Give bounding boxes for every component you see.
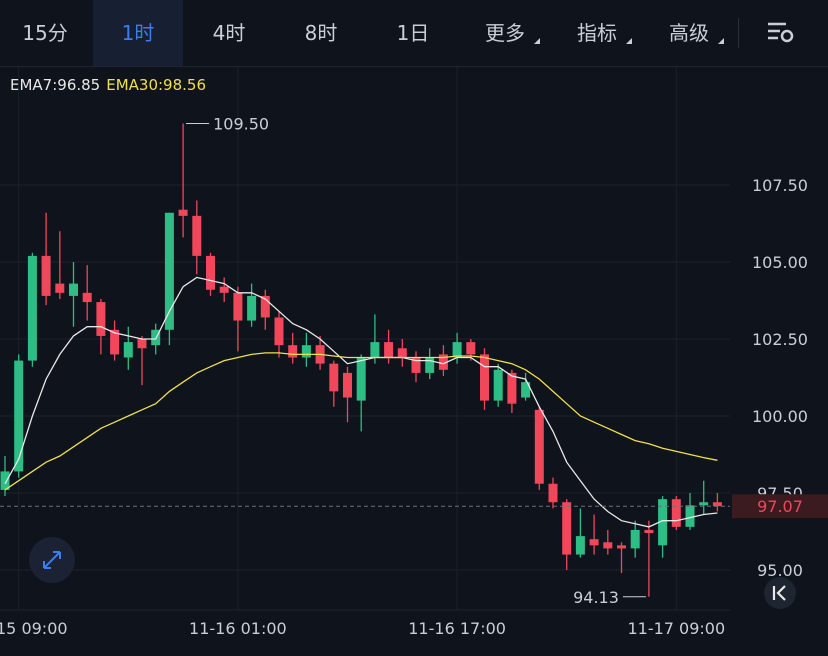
candle-body xyxy=(69,283,78,296)
candle-body xyxy=(575,536,585,555)
candle-body xyxy=(329,363,339,392)
candle-body xyxy=(425,357,435,373)
ema-legend: EMA7:96.85 EMA30:98.56 xyxy=(10,76,212,94)
candle-body xyxy=(192,215,202,256)
dropdown-caret xyxy=(626,38,632,44)
candle-body xyxy=(82,292,92,303)
x-tick-label: 11-16 17:00 xyxy=(408,619,506,638)
scroll-icon xyxy=(772,585,786,601)
timeframe-tab[interactable]: 高级 xyxy=(644,0,734,66)
y-tick-label: 95.00 xyxy=(757,561,803,580)
candle-body xyxy=(630,529,640,549)
candle-body xyxy=(562,502,572,555)
timeframe-tab[interactable]: 1日 xyxy=(368,0,458,66)
candle-body xyxy=(343,372,352,398)
candle-body xyxy=(507,372,517,404)
scroll-end-button[interactable] xyxy=(764,577,796,609)
candle-body xyxy=(288,345,298,358)
candle-body xyxy=(151,329,161,346)
x-tick-label: 11-15 09:00 xyxy=(0,619,68,638)
y-tick-label: 105.00 xyxy=(752,253,808,272)
candle-body xyxy=(41,255,51,296)
tab-label: 15分 xyxy=(22,21,68,45)
candle-body xyxy=(671,499,681,527)
candle-body xyxy=(548,483,558,503)
x-tick-label: 11-17 09:00 xyxy=(627,619,725,638)
candle-body xyxy=(644,529,654,534)
candle-body xyxy=(206,255,215,290)
candle-body xyxy=(438,354,448,370)
y-tick-label: 107.50 xyxy=(752,176,808,195)
candle-body xyxy=(219,286,229,293)
candle-body xyxy=(370,342,380,358)
candle-body xyxy=(0,471,10,490)
tab-bar: 15分 1时 4时 8时 1日 更多 指标 高级 xyxy=(0,0,828,67)
candle-body xyxy=(411,357,421,373)
candle-body xyxy=(466,342,476,355)
min-label: 94.13 xyxy=(573,588,619,607)
candle-body xyxy=(603,542,613,549)
y-tick-label: 102.50 xyxy=(752,330,808,349)
expand-button[interactable] xyxy=(29,537,75,583)
tab-label: 1时 xyxy=(121,21,155,45)
scroll-bg xyxy=(764,577,796,609)
timeframe-tab[interactable]: 1时 xyxy=(93,0,183,66)
candle-body xyxy=(96,302,106,336)
legend-entry: EMA30:98.56 xyxy=(106,76,206,94)
legend-entry: EMA7:96.85 xyxy=(10,76,101,94)
candle-body xyxy=(397,348,407,358)
ema-line xyxy=(4,276,718,528)
candle-body xyxy=(493,369,503,401)
candle-body xyxy=(247,295,257,321)
dropdown-caret xyxy=(718,38,724,44)
tab-label: 指标 xyxy=(577,21,617,45)
timeframe-tab[interactable]: 15分 xyxy=(0,0,90,66)
candle-body xyxy=(301,345,311,358)
candle-body xyxy=(137,339,147,349)
candle-body xyxy=(589,539,599,546)
last-price-box xyxy=(732,494,828,519)
tab-label: 1日 xyxy=(396,21,430,45)
last-price-label: 97.07 xyxy=(757,497,803,516)
dropdown-caret xyxy=(534,38,540,44)
candle-body xyxy=(452,342,462,358)
candle-body xyxy=(480,354,489,401)
tab-label: 8时 xyxy=(304,21,338,45)
candle-body xyxy=(534,409,544,484)
candle-body xyxy=(55,283,65,293)
candle-body xyxy=(178,209,188,216)
separator xyxy=(738,18,739,48)
timeframe-tab[interactable]: 更多 xyxy=(460,0,550,66)
candle-body xyxy=(699,502,709,506)
max-label: 109.50 xyxy=(213,114,269,133)
tab-label: 高级 xyxy=(669,21,709,45)
y-tick-label: 100.00 xyxy=(752,407,808,426)
candle-body xyxy=(685,505,695,527)
candle-body xyxy=(110,329,120,355)
candle-body xyxy=(712,502,722,507)
timeframe-tab[interactable]: 指标 xyxy=(552,0,642,66)
timeframe-tab[interactable]: 4时 xyxy=(184,0,274,66)
candle-body xyxy=(521,382,531,398)
candle-body xyxy=(356,357,366,401)
candle-body xyxy=(274,317,284,346)
tab-label: 4时 xyxy=(212,21,246,45)
settings-icon[interactable] xyxy=(766,20,796,46)
ema-line xyxy=(4,352,718,491)
candle-body xyxy=(617,545,626,549)
chart: 95.0097.50100.00102.50105.00107.5011-15 … xyxy=(0,67,828,638)
x-tick-label: 11-16 01:00 xyxy=(189,619,287,638)
candle-body xyxy=(14,360,24,472)
tab-label: 更多 xyxy=(485,21,525,45)
candle-body xyxy=(260,295,270,318)
expand-icon xyxy=(43,551,61,569)
candle-body xyxy=(233,292,243,321)
candle-body xyxy=(384,342,394,358)
candle-body xyxy=(123,342,133,358)
timeframe-tab[interactable]: 8时 xyxy=(276,0,366,66)
candle-body xyxy=(164,212,174,330)
candle-body xyxy=(658,499,668,546)
candle-body xyxy=(27,255,37,361)
